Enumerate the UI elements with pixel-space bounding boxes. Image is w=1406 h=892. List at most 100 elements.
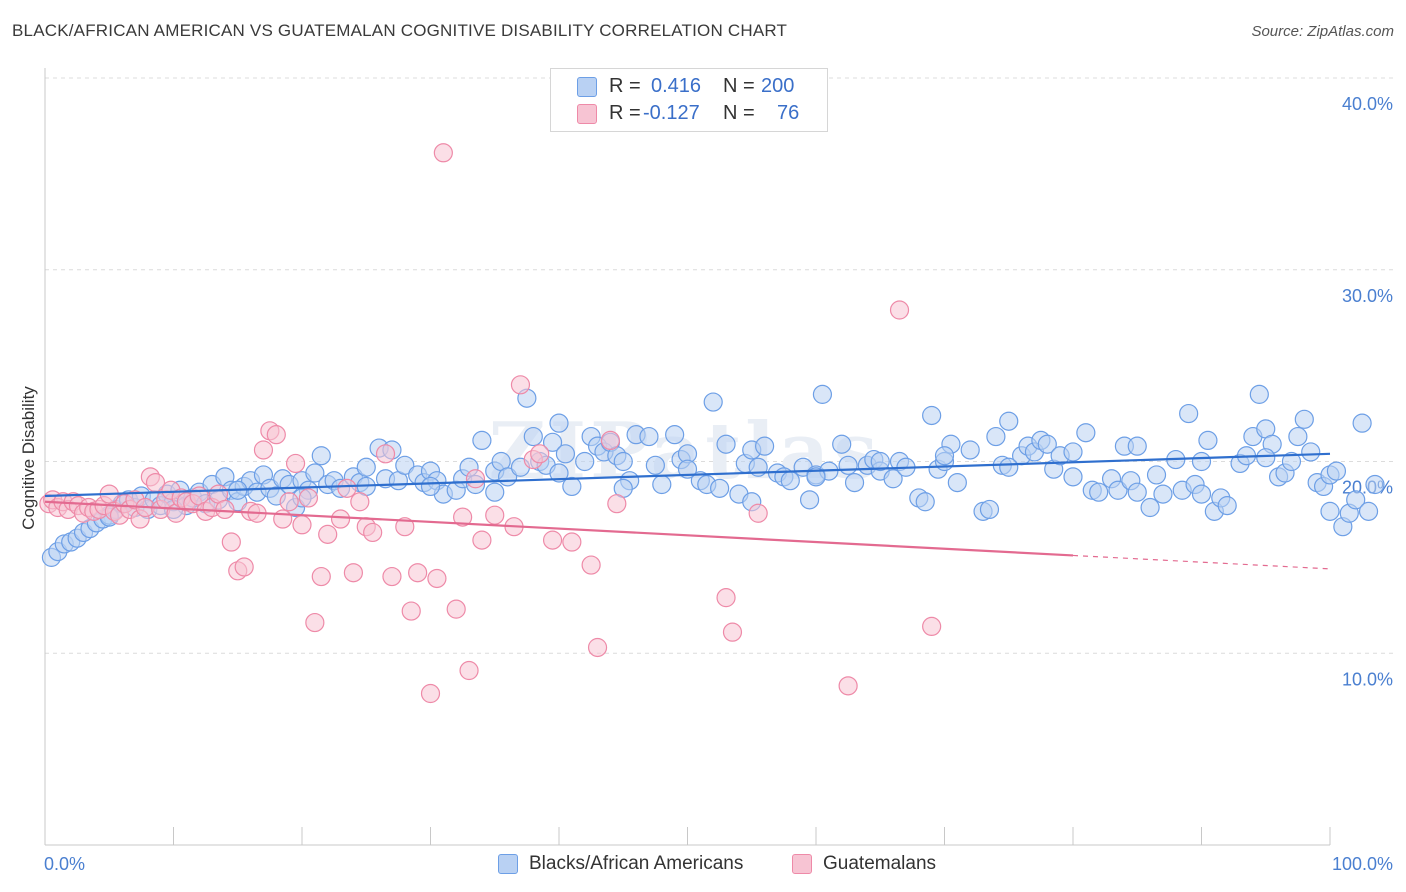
blacks-point <box>1281 451 1302 472</box>
guatemalan-point <box>485 505 505 525</box>
blacks-point <box>710 478 730 498</box>
guatemalan-point <box>401 601 421 621</box>
blacks-point <box>1198 430 1218 451</box>
blacks-point <box>549 413 569 433</box>
y-axis-label: Cognitive Disability <box>19 386 38 530</box>
blacks-point <box>1089 482 1109 502</box>
blacks-point <box>677 459 698 479</box>
guatemalan-point <box>453 507 473 527</box>
blacks-point <box>575 451 595 472</box>
guatemalan-point <box>382 566 402 587</box>
blacks-point <box>799 490 820 510</box>
blacks-point <box>1146 465 1167 485</box>
guatemalan-point <box>716 588 736 608</box>
guatemalan-point <box>234 557 254 577</box>
blacks-point <box>485 482 505 502</box>
blacks-point <box>999 457 1019 477</box>
blacks-point <box>472 430 492 451</box>
blacks-point <box>311 446 331 466</box>
blacks-point <box>652 474 672 495</box>
blacks-point <box>395 455 415 475</box>
guatemalan-point <box>298 488 319 508</box>
guatemalan-point <box>318 524 338 544</box>
guatemalan-point <box>420 683 441 704</box>
blacks-point <box>838 455 858 475</box>
blacks-point <box>1326 461 1347 481</box>
blacks-point <box>812 384 833 404</box>
guatemalan-point <box>363 522 383 543</box>
y-tick-label: 30.0% <box>1342 286 1393 306</box>
guatemalan-point <box>748 503 768 523</box>
legend-r-value: -0.127 <box>643 102 700 124</box>
guatemalan-point <box>587 637 608 658</box>
legend-swatch-pink <box>577 104 597 124</box>
blacks-point <box>1217 496 1237 516</box>
guatemalan-point <box>465 469 486 489</box>
stats-legend: R = 0.416 N = 200 R = -0.127 N = 76 <box>550 68 828 132</box>
y-tick-label: 40.0% <box>1342 94 1393 114</box>
guatemalan-point <box>446 599 466 619</box>
legend-row-blacks: R = 0.416 N = 200 <box>551 74 827 100</box>
guatemalan-point <box>542 530 563 550</box>
trend-line <box>44 452 1331 498</box>
blacks-point <box>613 451 633 472</box>
blacks-point <box>555 444 576 464</box>
trend-line <box>44 500 1074 557</box>
guatemalan-point <box>305 612 325 633</box>
blacks-point <box>1127 482 1147 502</box>
guatemalan-point <box>472 530 492 550</box>
x-tick-label: 0.0% <box>44 854 85 874</box>
legend-swatch-pink <box>792 854 812 874</box>
blacks-point <box>420 476 441 497</box>
blacks-point <box>915 492 935 512</box>
guatemalan-point <box>337 478 357 498</box>
blacks-point <box>523 426 543 447</box>
legend-n-label: N = <box>723 102 755 124</box>
blacks-point <box>1358 501 1379 521</box>
blacks-point <box>883 469 903 489</box>
source-label: Source: ZipAtlas.com <box>1251 23 1394 40</box>
blacks-point <box>1256 448 1276 468</box>
blacks-point <box>947 472 967 493</box>
legend-swatch-blue <box>577 77 597 97</box>
blacks-point <box>1076 423 1096 443</box>
guatemalan-point <box>215 499 235 520</box>
series-blacks <box>41 384 1385 567</box>
blacks-point <box>549 463 569 483</box>
guatemalan-point <box>838 676 858 696</box>
blacks-point <box>645 455 665 475</box>
guatemalan-point <box>285 453 306 474</box>
guatemalan-point <box>562 532 582 552</box>
guatemalan-point <box>581 555 601 575</box>
blacks-point <box>1127 436 1147 456</box>
blacks-point <box>754 436 775 456</box>
guatemalan-point <box>722 622 743 642</box>
blacks-point <box>922 405 942 426</box>
blacks-point <box>934 446 955 466</box>
blacks-point <box>832 434 852 454</box>
legend-r-label: R = <box>609 102 641 124</box>
blacks-point <box>1140 497 1160 518</box>
blacks-point <box>1153 484 1173 504</box>
x-tick-label: 100.0% <box>1332 854 1393 874</box>
blacks-point <box>639 426 659 447</box>
blacks-point <box>1249 384 1269 404</box>
guatemalan-point <box>279 492 299 512</box>
legend-item-label: Guatemalans <box>823 853 937 874</box>
legend-r-value: 0.416 <box>651 75 702 97</box>
blacks-point <box>1037 434 1057 454</box>
guatemalan-point <box>889 300 910 320</box>
guatemalan-point <box>343 563 363 583</box>
blacks-point <box>1365 474 1385 495</box>
blacks-point <box>999 411 1019 431</box>
blacks-point <box>986 426 1006 447</box>
legend-r-label: R = <box>609 75 641 97</box>
guatemalan-point <box>221 532 241 552</box>
blacks-point <box>1352 413 1372 433</box>
blacks-point <box>1063 442 1083 462</box>
blacks-point <box>703 392 723 412</box>
blacks-point <box>1063 467 1083 487</box>
legend-n-label: N = <box>723 75 755 97</box>
guatemalan-point <box>350 492 370 512</box>
blacks-point <box>1191 484 1212 504</box>
